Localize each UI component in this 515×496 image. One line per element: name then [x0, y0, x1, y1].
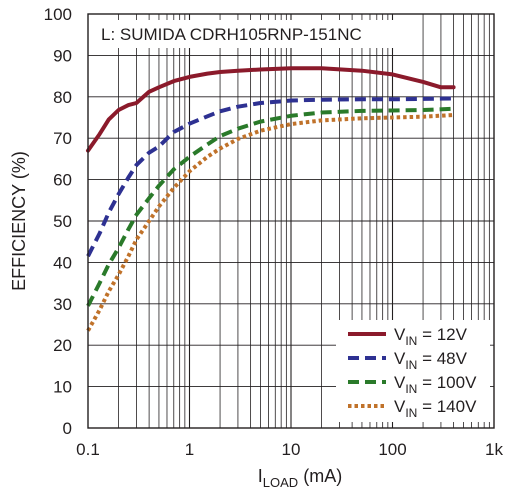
- series-line: [86, 113, 454, 332]
- legend-label: VIN = 12V: [394, 325, 468, 348]
- x-tick-label: 10: [282, 440, 301, 459]
- plot-frame: [87, 13, 495, 429]
- legend-label: VIN = 48V: [394, 349, 468, 372]
- y-tick-label: 100: [44, 5, 72, 24]
- y-tick-label: 30: [53, 295, 72, 314]
- x-tick-label: 100: [378, 440, 406, 459]
- y-tick-label: 20: [53, 336, 72, 355]
- y-tick-label: 90: [53, 46, 72, 65]
- y-tick-label: 40: [53, 253, 72, 272]
- y-tick-label: 70: [53, 129, 72, 148]
- x-tick-label: 0.1: [76, 440, 100, 459]
- x-axis-title-suffix: (mA): [298, 466, 342, 486]
- x-axis-title-sub: LOAD: [263, 475, 298, 490]
- y-tick-label: 50: [53, 212, 72, 231]
- annotation-box: [95, 20, 405, 48]
- y-tick-label: 80: [53, 88, 72, 107]
- tick-labels: 0 10 20 30 40 50 60 70 80 90 100 0.1 1 10 100 1k: [44, 5, 504, 459]
- x-axis-title: ILOAD (mA): [258, 466, 342, 490]
- series-line: [86, 106, 454, 307]
- inductor-annotation: L: SUMIDA CDRH105RNP-151NC: [101, 25, 362, 44]
- x-tick-label: 1k: [485, 440, 503, 459]
- y-tick-label: 10: [53, 378, 72, 397]
- y-tick-label: 60: [53, 171, 72, 190]
- y-tick-label: 0: [63, 419, 72, 438]
- series-line: [86, 66, 456, 153]
- x-axis-title-main: I: [258, 466, 263, 486]
- series-lines: [86, 66, 456, 332]
- legend-label: VIN = 100V: [394, 373, 477, 396]
- legend-label: VIN = 140V: [394, 397, 477, 420]
- x-tick-label: 1: [185, 440, 194, 459]
- series-line: [86, 96, 454, 258]
- y-axis-title: EFFICIENCY (%): [9, 151, 29, 291]
